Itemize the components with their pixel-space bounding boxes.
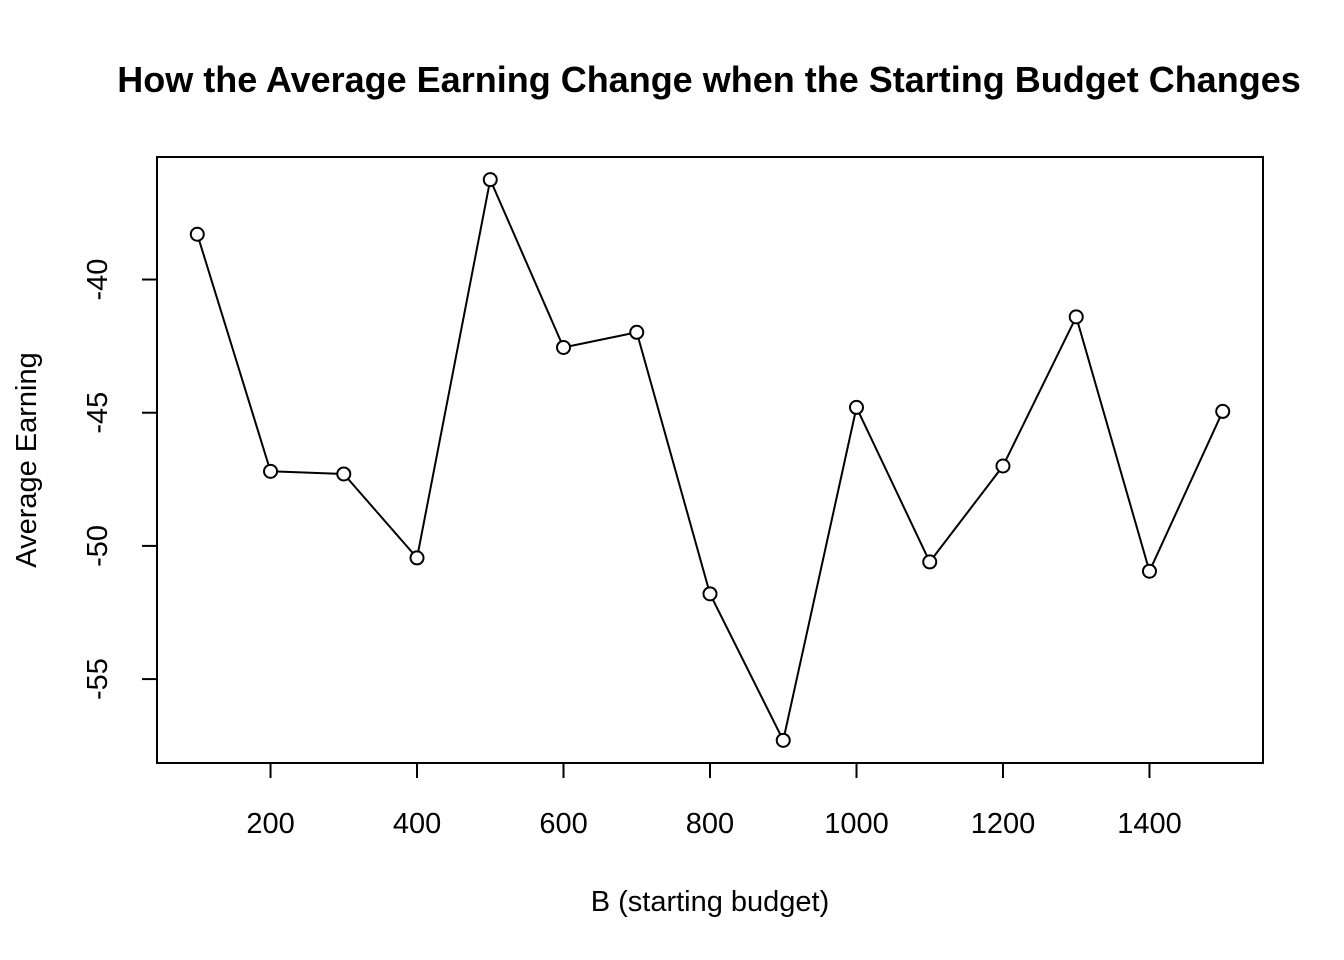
x-tick-label: 200 <box>246 808 294 840</box>
data-point <box>629 324 645 340</box>
series-line-segment <box>783 413 857 735</box>
series-line-segment <box>932 470 1000 558</box>
series-line-segment <box>417 185 491 552</box>
series-line-segment <box>198 240 270 466</box>
y-axis: -40 -45 -50 -55 <box>82 259 157 700</box>
data-point <box>1215 403 1231 419</box>
data-point <box>556 339 572 355</box>
data-point <box>848 399 864 415</box>
series-line-segment <box>637 338 710 588</box>
y-tick-label: -45 <box>82 392 114 434</box>
data-point <box>702 586 718 602</box>
x-tick-label: 600 <box>539 808 587 840</box>
series-line-segment <box>1151 416 1221 566</box>
data-point <box>336 466 352 482</box>
series-line-segment <box>712 599 782 735</box>
x-tick-label: 1000 <box>824 808 889 840</box>
series-line-segment <box>491 185 562 342</box>
x-tick-label: 400 <box>393 808 441 840</box>
data-point <box>1141 563 1157 579</box>
series-line-segment <box>276 470 338 475</box>
series-line-segment <box>858 412 928 557</box>
series-line-segment <box>1004 322 1075 461</box>
data-point <box>263 463 279 479</box>
series-line-segment <box>347 478 414 554</box>
series-line-segment <box>1077 322 1149 566</box>
x-axis: 200 400 600 800 1000 1200 1400 <box>246 763 1182 840</box>
y-axis-label: Average Earning <box>11 352 43 568</box>
data-point <box>482 172 498 188</box>
chart-title: How the Average Earning Change when the … <box>117 59 1300 100</box>
data-point <box>922 554 938 570</box>
data-point <box>775 732 791 748</box>
data-point <box>995 458 1011 474</box>
series-layer <box>189 172 1231 748</box>
y-tick-label: -55 <box>82 658 114 700</box>
data-point <box>189 226 205 242</box>
y-tick-label: -50 <box>82 525 114 567</box>
y-tick-label: -40 <box>82 259 114 301</box>
data-point <box>1068 309 1084 325</box>
x-axis-label: B (starting budget) <box>591 886 830 918</box>
x-tick-label: 800 <box>686 808 734 840</box>
series-line-segment <box>569 332 631 348</box>
data-point <box>409 550 425 566</box>
x-tick-label: 1400 <box>1117 808 1182 840</box>
x-tick-label: 1200 <box>971 808 1036 840</box>
